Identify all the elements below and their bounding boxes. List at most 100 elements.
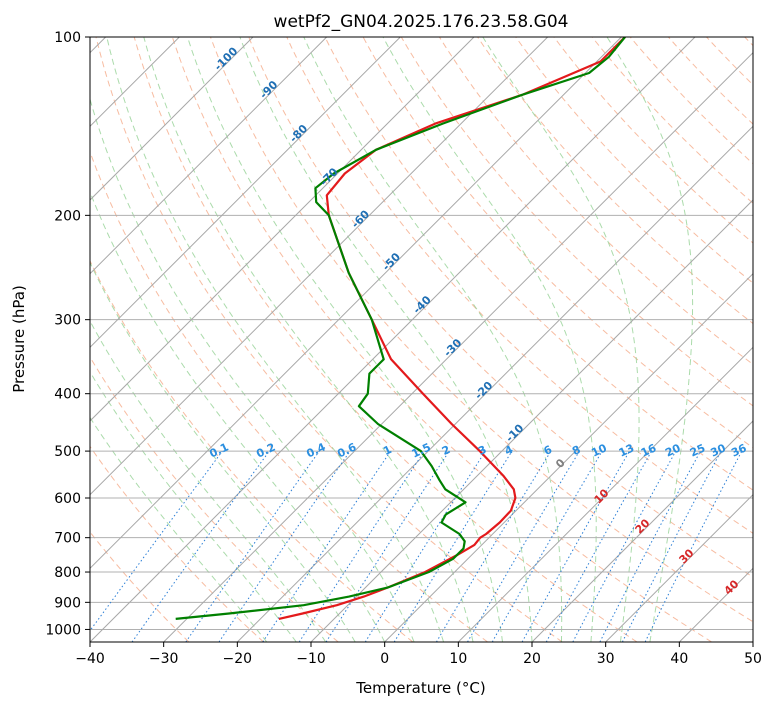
mixing-ratio-line	[521, 450, 630, 642]
isotherm-label: -10	[503, 421, 526, 444]
isotherm	[90, 37, 475, 422]
isotherm	[163, 51, 753, 642]
dry-adiabat	[210, 37, 753, 623]
isotherm	[678, 567, 753, 642]
isotherm	[90, 37, 696, 642]
moist-adiabat	[90, 416, 268, 642]
isotherm	[457, 346, 753, 642]
isotherm-label: -30	[441, 336, 464, 359]
chart-title: wetPf2_GN04.2025.176.23.58.G04	[274, 12, 569, 32]
dry-adiabat	[248, 37, 753, 578]
mixing-ratio-label: 36	[729, 441, 749, 459]
mixing-ratio-line	[599, 450, 701, 642]
isotherm	[384, 272, 753, 642]
dry-adiabat	[90, 445, 264, 642]
moist-adiabat	[382, 37, 597, 642]
mixing-ratio-line	[644, 450, 743, 642]
dry-adiabat	[95, 37, 563, 642]
y-tick-label: 700	[54, 531, 81, 547]
mixing-ratio-line	[185, 450, 320, 642]
mixing-ratio-line	[218, 450, 351, 642]
background-lines	[90, 37, 753, 642]
isotherm-label: -60	[349, 207, 372, 230]
mixing-ratio-label: 1.5	[410, 441, 433, 461]
mixing-ratio-line	[325, 450, 450, 642]
mixing-ratio-line	[298, 450, 425, 642]
theta-e-label: 10	[592, 486, 612, 506]
isotherm-label: -90	[257, 78, 280, 101]
dry-adiabat	[324, 37, 753, 491]
isotherm	[90, 37, 254, 201]
isotherm	[90, 37, 401, 349]
mixing-ratio-label: 3	[476, 443, 488, 458]
y-tick-label: 400	[54, 387, 81, 403]
x-tick-label: −10	[296, 651, 326, 667]
theta-e-label: 0	[553, 456, 568, 471]
mixing-ratio-line	[393, 450, 513, 642]
isotherm	[236, 125, 753, 642]
y-axis-ticks: 100 200 300 400 500 600 700 800 900 1000	[45, 30, 90, 638]
isotherm-label: -20	[472, 379, 495, 402]
mixing-ratio-line	[572, 450, 677, 642]
mixing-ratio-label: 20	[663, 441, 683, 459]
dry-adiabat	[171, 37, 712, 642]
x-tick-label: 40	[670, 651, 688, 667]
isotherm-label: -50	[380, 250, 403, 273]
mixing-ratio-label: 6	[542, 443, 555, 458]
theta-e-label: 20	[633, 516, 653, 536]
mixing-ratio-line	[467, 450, 580, 642]
series-line-green	[175, 37, 626, 620]
mixing-ratio-line	[262, 450, 392, 642]
moist-adiabat	[187, 37, 503, 642]
isotherm	[90, 37, 549, 496]
dry-adiabat	[477, 37, 753, 325]
mixing-ratio-label: 4	[503, 443, 516, 458]
series-layer	[175, 37, 626, 620]
dry-adiabat	[90, 150, 488, 642]
line-labels: 0.1 0.2 0.4 0.6 1 1.5 2 3 4 6 8 10 13 16 20 25 30 36-100-…	[207, 44, 748, 597]
dry-adiabat	[133, 37, 638, 642]
y-tick-label: 500	[54, 444, 81, 460]
moist-adiabat	[482, 37, 640, 642]
dry-adiabat	[90, 531, 190, 642]
moist-adiabat	[239, 37, 533, 642]
y-tick-label: 200	[54, 208, 81, 224]
y-tick-label: 800	[54, 565, 81, 581]
mixing-ratio-label: 1	[381, 443, 393, 458]
dry-adiabat	[706, 37, 753, 86]
mixing-ratio-line	[364, 450, 486, 642]
isotherm-label: -40	[411, 293, 434, 316]
x-axis-label: Temperature (°C)	[355, 679, 485, 697]
mixing-ratio-label: 30	[709, 441, 729, 459]
x-tick-label: 10	[449, 651, 467, 667]
isotherm	[90, 37, 622, 570]
moist-adiabat	[90, 190, 386, 642]
dry-adiabat	[744, 37, 753, 47]
y-tick-label: 1000	[45, 622, 81, 638]
mixing-ratio-line	[545, 450, 653, 642]
y-tick-label: 900	[54, 595, 81, 611]
y-tick-label: 300	[54, 313, 81, 329]
moist-adiabat	[143, 37, 474, 642]
moist-adiabat	[606, 37, 694, 642]
x-axis-ticks: −40 −30 −20 −10 0 10 20 30 40 50	[75, 642, 762, 667]
mixing-ratio-label: 0.6	[335, 440, 358, 460]
moist-adiabat	[90, 320, 327, 642]
dry-adiabat	[553, 37, 753, 244]
mixing-ratio-label: 2	[440, 443, 452, 458]
isotherm	[531, 420, 753, 642]
moist-adiabat	[303, 37, 563, 642]
mixing-ratio-line	[90, 450, 223, 632]
y-tick-label: 100	[54, 30, 81, 46]
dry-adiabat	[90, 356, 339, 642]
mixing-ratio-label: 16	[639, 441, 659, 459]
y-axis-label: Pressure (hPa)	[10, 285, 28, 393]
dry-adiabat	[591, 37, 753, 204]
isotherm	[752, 641, 753, 642]
isotherm	[605, 493, 753, 642]
x-tick-label: 20	[523, 651, 541, 667]
isotherm-label: -80	[287, 122, 310, 145]
x-tick-label: −20	[223, 651, 253, 667]
isotherm	[90, 37, 328, 275]
